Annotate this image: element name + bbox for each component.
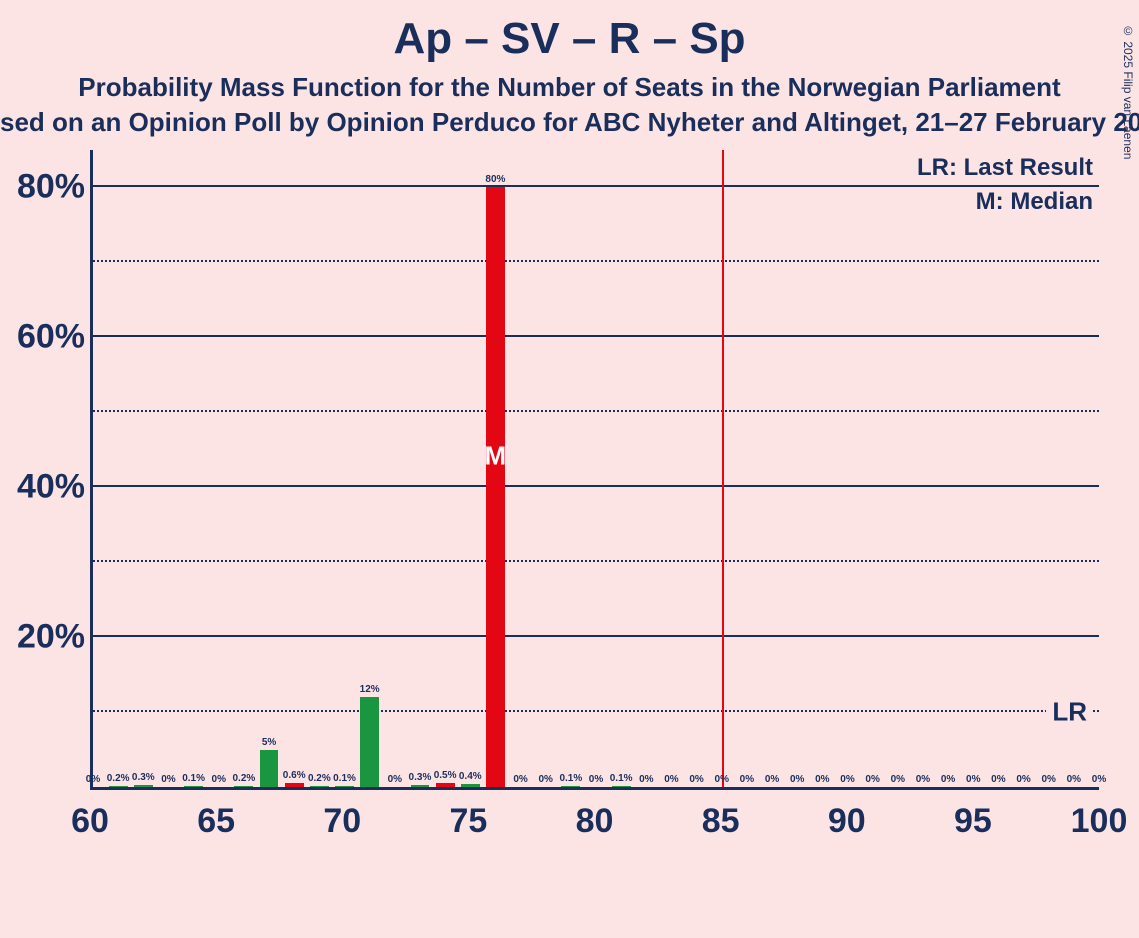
bar-value-label: 0% — [916, 774, 930, 785]
lr-marker: LR — [1046, 697, 1093, 728]
bar — [411, 785, 430, 787]
bar-value-label: 0% — [86, 774, 100, 785]
x-axis-label: 100 — [1071, 802, 1128, 850]
bar — [134, 785, 153, 787]
bar-value-label: 0.1% — [182, 773, 205, 784]
bar — [612, 786, 631, 787]
gridline-minor — [93, 710, 1099, 712]
bar — [335, 786, 354, 787]
bar — [436, 783, 455, 787]
gridline-minor — [93, 410, 1099, 412]
gridline-minor — [93, 560, 1099, 562]
x-axis-label: 80 — [576, 802, 614, 850]
bar-value-label: 0% — [689, 774, 703, 785]
bar — [109, 786, 128, 787]
x-axis-label: 85 — [702, 802, 740, 850]
legend-lr: LR: Last Result — [917, 154, 1093, 182]
y-axis-label: 60% — [17, 318, 93, 357]
copyright-text: © 2025 Filip van Laenen — [1121, 24, 1135, 159]
bar-value-label: 0.6% — [283, 770, 306, 781]
bar-value-label: 0% — [815, 774, 829, 785]
bar-value-label: 0% — [664, 774, 678, 785]
bar — [234, 786, 253, 787]
bar — [260, 750, 279, 787]
bar-value-label: 0% — [715, 774, 729, 785]
bar-value-label: 0.2% — [308, 773, 331, 784]
bar-value-label: 0% — [765, 774, 779, 785]
bar-value-label: 0.3% — [409, 772, 432, 783]
bar — [486, 187, 505, 787]
bar-value-label: 0% — [1092, 774, 1106, 785]
x-axis-label: 95 — [954, 802, 992, 850]
bar-value-label: 0% — [966, 774, 980, 785]
x-axis-label: 60 — [71, 802, 109, 850]
bar — [310, 786, 329, 787]
chart-title: Ap – SV – R – Sp — [0, 14, 1139, 64]
bar-value-label: 0% — [388, 774, 402, 785]
bar-value-label: 0% — [790, 774, 804, 785]
bar-value-label: 0.1% — [333, 773, 356, 784]
y-axis-label: 40% — [17, 468, 93, 507]
chart-subtitle-1: Probability Mass Function for the Number… — [0, 72, 1139, 103]
bar-value-label: 0% — [161, 774, 175, 785]
x-axis-label: 75 — [449, 802, 487, 850]
y-axis-label: 80% — [17, 168, 93, 207]
bar-value-label: 12% — [360, 684, 380, 695]
bar-value-label: 0.5% — [434, 770, 457, 781]
bar-value-label: 0% — [941, 774, 955, 785]
bar — [184, 786, 203, 787]
bar-value-label: 0% — [212, 774, 226, 785]
chart-subtitle-2: sed on an Opinion Poll by Opinion Perduc… — [0, 107, 1139, 138]
legend-m: M: Median — [976, 188, 1093, 216]
gridline-major — [93, 185, 1099, 187]
bar — [461, 784, 480, 787]
bar-value-label: 0% — [1041, 774, 1055, 785]
bar — [360, 697, 379, 787]
bar-value-label: 0% — [639, 774, 653, 785]
bar-value-label: 80% — [485, 174, 505, 185]
gridline-major — [93, 485, 1099, 487]
y-axis-label: 20% — [17, 618, 93, 657]
bar-value-label: 0.1% — [559, 773, 582, 784]
bar-value-label: 0% — [840, 774, 854, 785]
gridline-major — [93, 635, 1099, 637]
bar-value-label: 0.2% — [107, 773, 130, 784]
bar-value-label: 0% — [1016, 774, 1030, 785]
bar — [561, 786, 580, 787]
chart-area: LR: Last Result M: Median 20%40%60%80%0%… — [90, 150, 1099, 850]
bar-value-label: 0.3% — [132, 772, 155, 783]
x-axis-label: 90 — [828, 802, 866, 850]
bar-value-label: 0.2% — [232, 773, 255, 784]
bar — [285, 783, 304, 787]
bar-value-label: 0% — [865, 774, 879, 785]
bar-value-label: 5% — [262, 737, 276, 748]
bar-value-label: 0% — [891, 774, 905, 785]
lr-vertical-line — [722, 150, 724, 787]
plot-area: LR: Last Result M: Median 20%40%60%80%0%… — [90, 150, 1099, 790]
x-axis-label: 70 — [323, 802, 361, 850]
bar-value-label: 0% — [740, 774, 754, 785]
bar-value-label: 0% — [991, 774, 1005, 785]
bar-value-label: 0% — [1067, 774, 1081, 785]
bar-value-label: 0% — [538, 774, 552, 785]
x-axis-label: 65 — [197, 802, 235, 850]
bar-value-label: 0% — [513, 774, 527, 785]
bar-value-label: 0.1% — [610, 773, 633, 784]
gridline-minor — [93, 260, 1099, 262]
bar-value-label: 0.4% — [459, 771, 482, 782]
gridline-major — [93, 335, 1099, 337]
bar-value-label: 0% — [589, 774, 603, 785]
